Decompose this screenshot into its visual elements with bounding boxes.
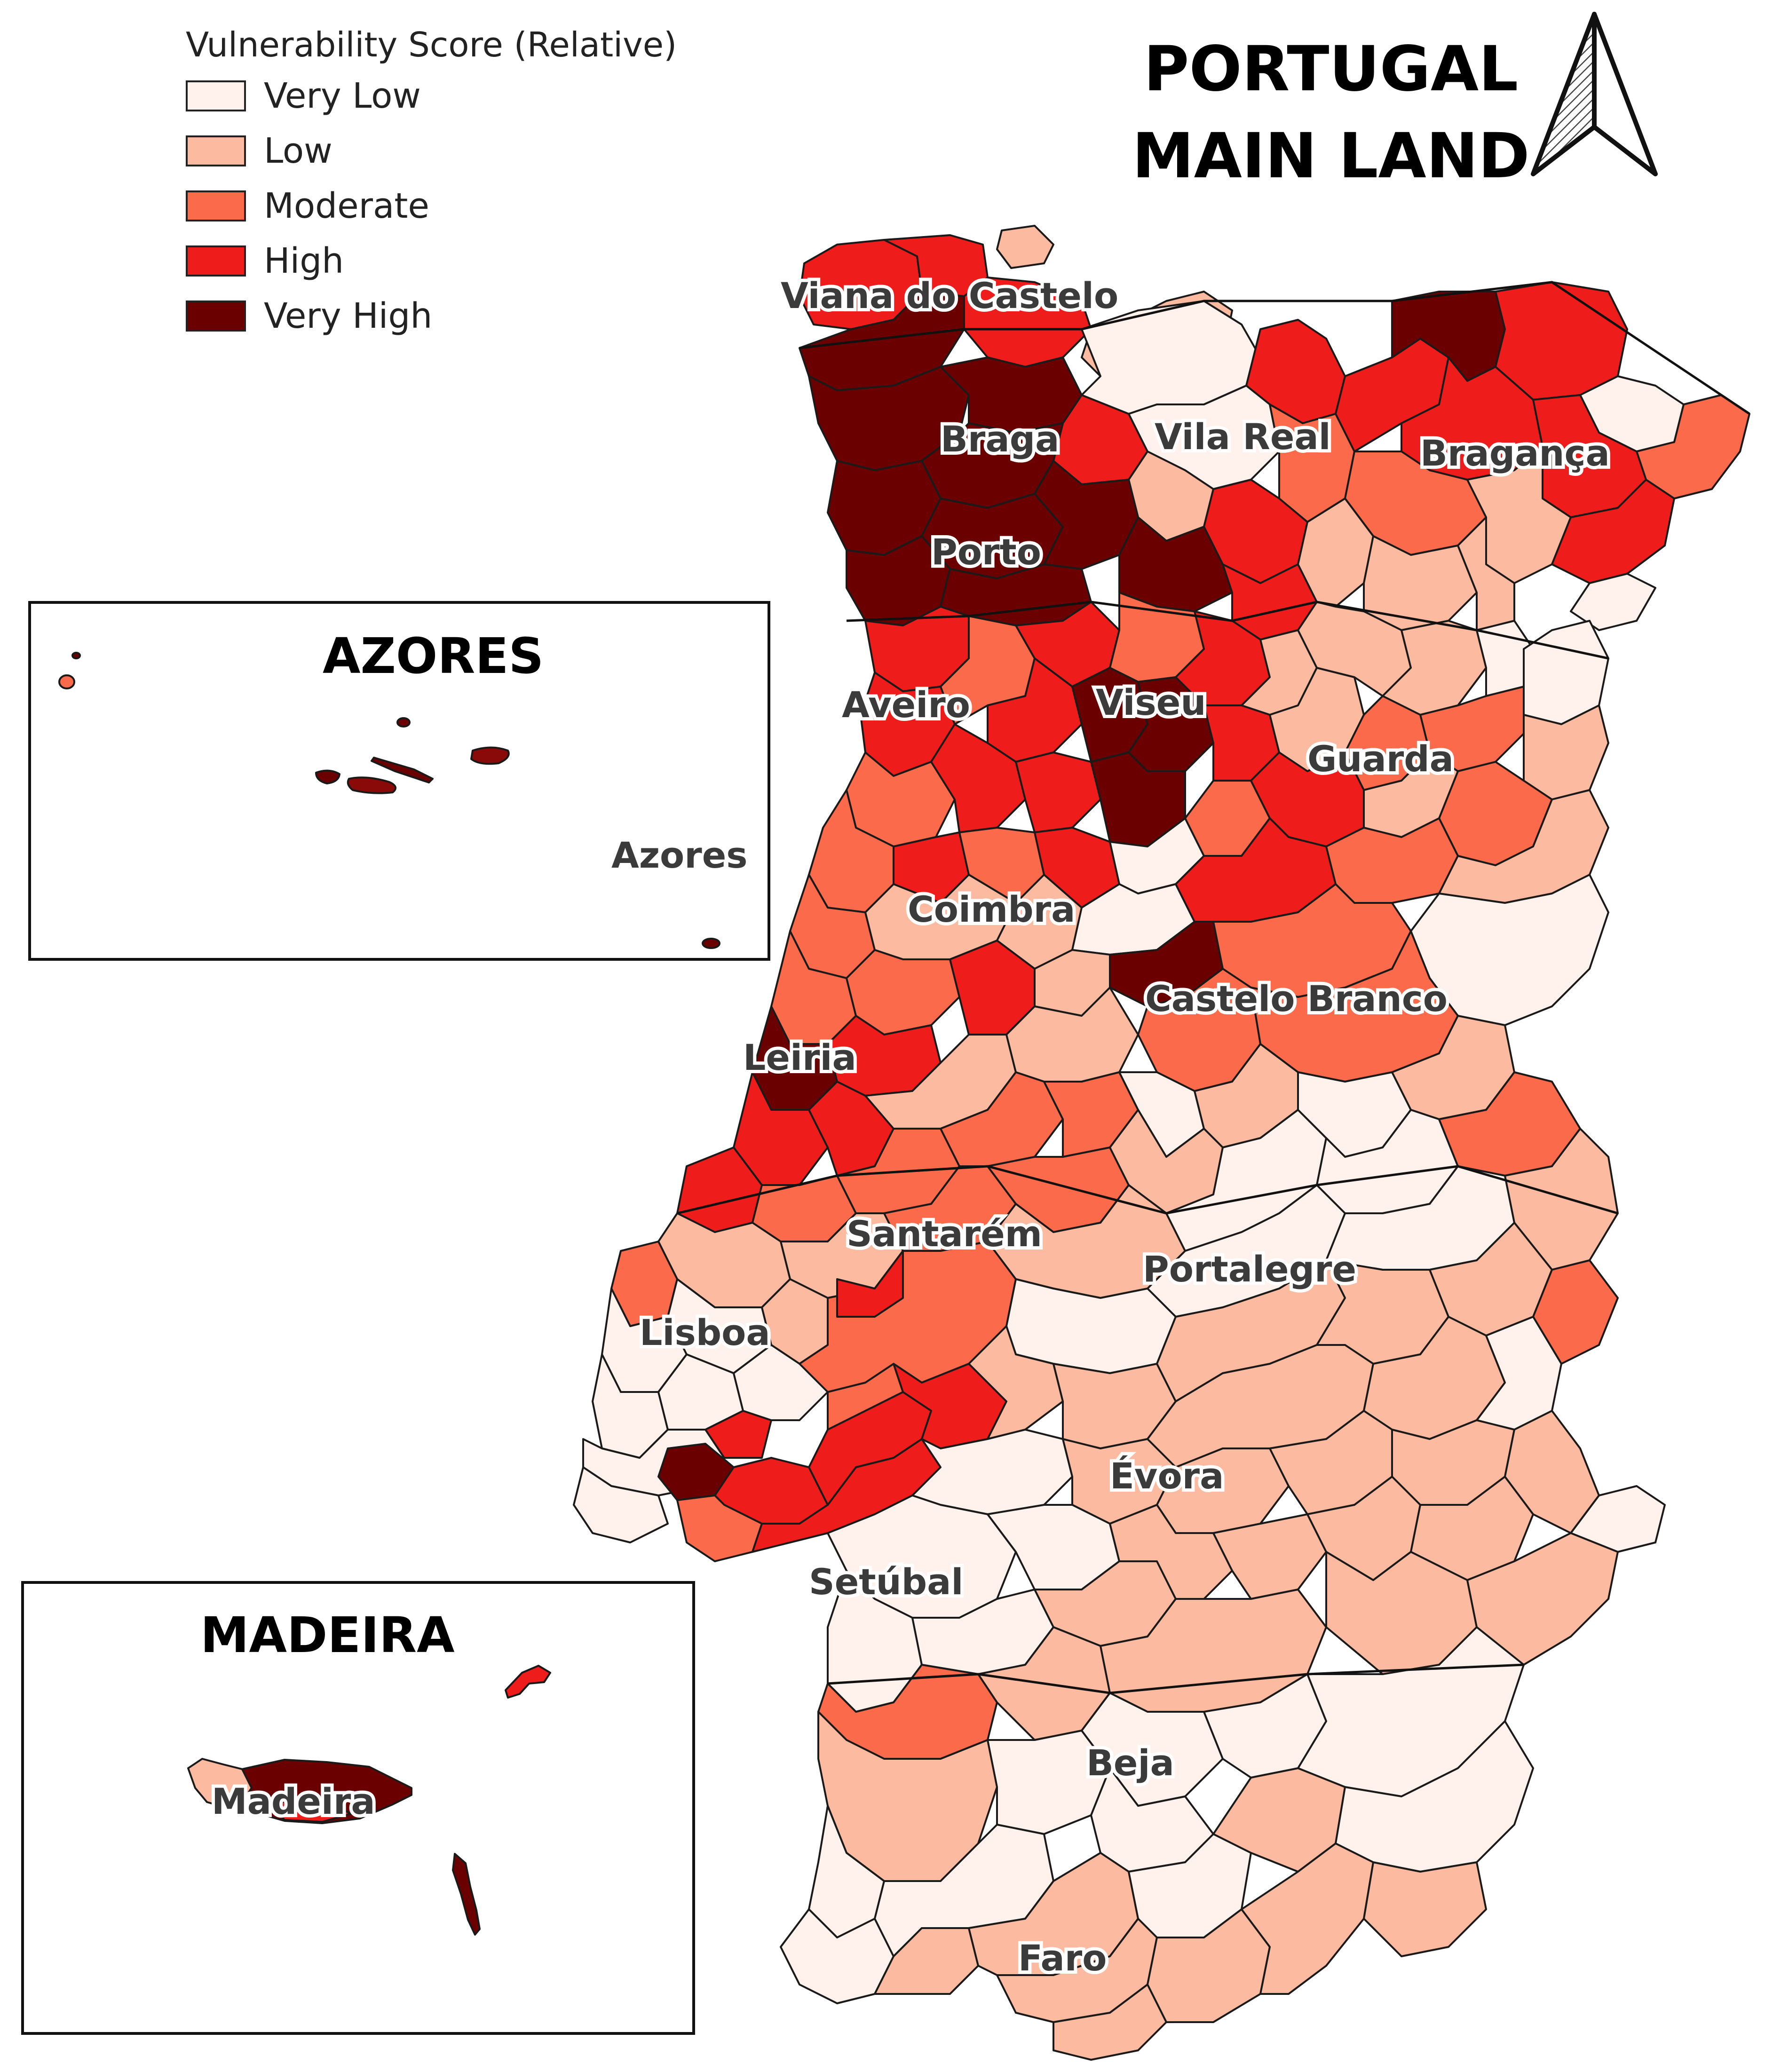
legend-title: Vulnerability Score (Relative) (186, 25, 677, 64)
place-label-aveiro: Aveiro (842, 684, 970, 726)
azores-island-graciosa (396, 717, 411, 728)
madeira-island-porto-santo (505, 1665, 551, 1699)
place-label-viana: Viana do Castelo (781, 275, 1118, 316)
azores-inset: AZORES (28, 601, 770, 961)
municipality-freixo (1570, 573, 1656, 631)
azores-island-pico (347, 776, 397, 794)
madeira-islands: Madeira (187, 1665, 551, 1936)
boundary-south (827, 1663, 1524, 1694)
place-label-madeira: Madeira (212, 1780, 375, 1822)
madeira-inset: MADEIRA (21, 1581, 695, 2035)
madeira-island-desertas (452, 1853, 481, 1936)
municipality-salvaterra (836, 1250, 904, 1318)
legend-label-low: Low (264, 130, 332, 171)
municipality-braganca-c5 (1551, 479, 1675, 584)
azores-inset-title: AZORES (323, 627, 544, 685)
place-label-leiria: Leiria (743, 1036, 856, 1078)
municipality-faro-10 (1053, 1984, 1167, 2061)
place-label-braga: Braga (941, 418, 1059, 460)
legend-swatch-low (186, 135, 246, 166)
municipality-douro-4 (1457, 516, 1515, 631)
municipality-vrsa (1363, 1861, 1487, 1957)
place-label-castelo-branco: Castelo Branco (1145, 978, 1448, 1020)
place-label-braganca: Bragança (1420, 432, 1610, 474)
place-label-porto: Porto (931, 531, 1041, 573)
municipality-beja-2 (1109, 1504, 1233, 1600)
legend-item-very-high: Very High (186, 288, 703, 343)
legend-label-high: High (264, 240, 344, 281)
azores-island-corvo (71, 652, 81, 659)
azores-island-faial (315, 769, 340, 784)
legend-item-high: High (186, 233, 703, 288)
map-title-line2: MAIN LAND (1132, 120, 1530, 192)
place-label-beja: Beja (1086, 1742, 1174, 1784)
legend-item-very-low: Very Low (186, 68, 703, 123)
place-label-guarda: Guarda (1307, 738, 1454, 780)
map-title: PORTUGAL MAIN LAND (1119, 26, 1543, 200)
municipality-faro-9 (1241, 1843, 1374, 1995)
boundary-north (799, 281, 1750, 415)
azores-islands: Azores (58, 652, 751, 949)
place-label-lisboa: Lisboa (640, 1312, 770, 1353)
municipality-lisboa-10 (573, 1466, 669, 1543)
azores-island-santa-maria (702, 938, 720, 949)
madeira-inset-title: MADEIRA (200, 1606, 455, 1664)
azores-island-terceira (470, 746, 510, 765)
north-arrow-icon (1531, 12, 1658, 176)
boundary-douro (846, 601, 1609, 660)
municipality-faro-3 (874, 1927, 979, 1995)
place-label-azores: Azores (611, 834, 748, 876)
municipality-lisboa-9 (704, 1410, 772, 1459)
place-label-portalegre: Portalegre (1143, 1248, 1356, 1290)
boundary-tejo (677, 1165, 1618, 1215)
map-title-line1: PORTUGAL (1143, 33, 1519, 105)
madeira-island-main-south (265, 1796, 351, 1823)
municipality-viana-3 (996, 225, 1054, 269)
legend: Vulnerability Score (Relative) Very Low … (186, 21, 703, 343)
legend-label-very-low: Very Low (264, 75, 421, 116)
legend-label-moderate: Moderate (264, 185, 429, 226)
place-label-setubal: Setúbal (809, 1561, 963, 1603)
place-label-viseu: Viseu (1096, 681, 1206, 723)
municipality-evora-6 (911, 1429, 1073, 1515)
place-label-faro: Faro (1018, 1937, 1107, 1979)
municipality-porto-6 (1118, 516, 1233, 612)
municipality-moura (1504, 1410, 1600, 1534)
azores-island-flores (58, 674, 75, 689)
municipality-viseu-9 (1015, 751, 1101, 833)
legend-swatch-very-high (186, 300, 246, 332)
azores-island-sao-jorge (371, 757, 434, 783)
legend-label-very-high: Very High (264, 295, 433, 336)
legend-item-low: Low (186, 123, 703, 178)
legend-item-moderate: Moderate (186, 178, 703, 233)
place-label-coimbra: Coimbra (908, 888, 1075, 930)
legend-swatch-moderate (186, 190, 246, 221)
legend-swatch-high (186, 245, 246, 277)
place-label-santarem: Santarém (847, 1213, 1042, 1255)
place-label-evora: Évora (1110, 1455, 1224, 1497)
legend-swatch-very-low (186, 80, 246, 111)
place-label-vila-real: Vila Real (1155, 416, 1331, 458)
municipality-beja-3 (1212, 1513, 1327, 1600)
